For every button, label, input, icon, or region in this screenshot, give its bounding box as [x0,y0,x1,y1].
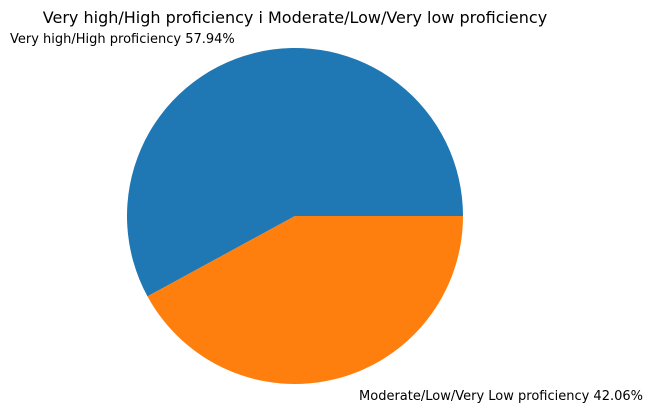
pie-slice-label-0: Very high/High proficiency 57.94% [10,32,235,47]
pie-slice-0 [127,48,463,297]
pie-slice-1 [147,216,463,384]
pie-slices [127,48,463,384]
chart-title: Very high/High proficiency i Moderate/Lo… [43,8,547,27]
pie-labels: Very high/High proficiency 57.94% Moderat… [10,32,643,404]
pie-slice-label-1: Moderate/Low/Very Low proficiency 42.06% [359,389,643,404]
